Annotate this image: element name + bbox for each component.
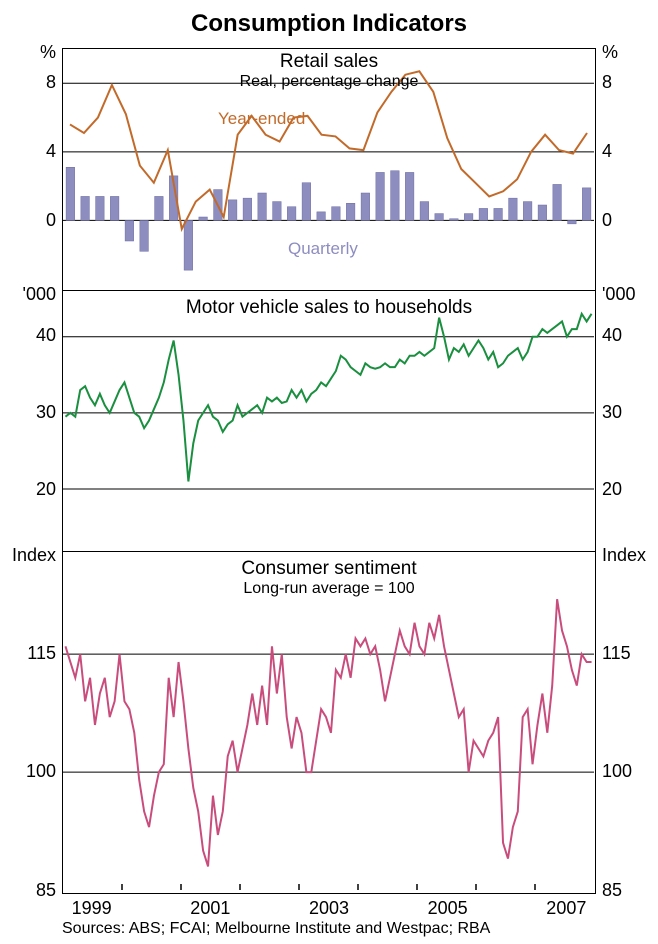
panel-motor-vehicles: Motor vehicle sales to households bbox=[63, 291, 595, 552]
unit-label-left: % bbox=[40, 42, 56, 63]
panel-consumer-sentiment: Consumer sentiment Long-run average = 10… bbox=[63, 552, 595, 892]
year-ended-label: Year-ended bbox=[218, 109, 305, 129]
y-tick-label: 115 bbox=[602, 643, 631, 664]
y-tick-label: 20 bbox=[602, 479, 622, 500]
chart-container: Consumption Indicators Retail sales Real… bbox=[0, 0, 658, 944]
y-tick-label: 0 bbox=[602, 210, 612, 231]
y-tick-label: 0 bbox=[46, 210, 56, 231]
panel1-subtitle: Real, percentage change bbox=[63, 73, 595, 91]
y-tick-label: 40 bbox=[602, 325, 622, 346]
y-tick-label: 100 bbox=[602, 761, 632, 782]
panel1-title: Retail sales bbox=[63, 51, 595, 73]
y-tick-label: 40 bbox=[36, 325, 56, 346]
unit-label-right: Index bbox=[602, 545, 646, 566]
main-title: Consumption Indicators bbox=[0, 0, 658, 42]
plot-area: Retail sales Real, percentage change Yea… bbox=[62, 48, 596, 894]
y-tick-label: 8 bbox=[46, 72, 56, 93]
unit-label-right: % bbox=[602, 42, 618, 63]
x-tick-label: 1999 bbox=[72, 898, 112, 919]
quarterly-label: Quarterly bbox=[288, 239, 358, 259]
sources-text: Sources: ABS; FCAI; Melbourne Institute … bbox=[62, 920, 490, 938]
x-tick-label: 2003 bbox=[309, 898, 349, 919]
x-tick-label: 2005 bbox=[428, 898, 468, 919]
x-tick-label: 2001 bbox=[190, 898, 230, 919]
y-tick-label: 4 bbox=[602, 141, 612, 162]
y-tick-label: 115 bbox=[27, 643, 56, 664]
y-tick-label: 85 bbox=[602, 880, 622, 901]
y-tick-label: 30 bbox=[36, 402, 56, 423]
y-tick-label: 4 bbox=[46, 141, 56, 162]
panel2-title: Motor vehicle sales to households bbox=[63, 297, 595, 319]
motor-vehicles-svg bbox=[63, 291, 594, 550]
unit-label-right: '000 bbox=[602, 284, 635, 305]
x-tick-label: 2007 bbox=[546, 898, 586, 919]
unit-label-left: Index bbox=[12, 545, 56, 566]
y-tick-label: 20 bbox=[36, 479, 56, 500]
y-tick-label: 8 bbox=[602, 72, 612, 93]
unit-label-left: '000 bbox=[23, 284, 56, 305]
consumer-sentiment-svg bbox=[63, 552, 594, 890]
y-tick-label: 85 bbox=[36, 880, 56, 901]
panel-retail-sales: Retail sales Real, percentage change Yea… bbox=[63, 49, 595, 291]
y-tick-label: 30 bbox=[602, 402, 622, 423]
y-tick-label: 100 bbox=[26, 761, 56, 782]
panel3-subtitle: Long-run average = 100 bbox=[63, 580, 595, 598]
panel3-title: Consumer sentiment bbox=[63, 558, 595, 580]
